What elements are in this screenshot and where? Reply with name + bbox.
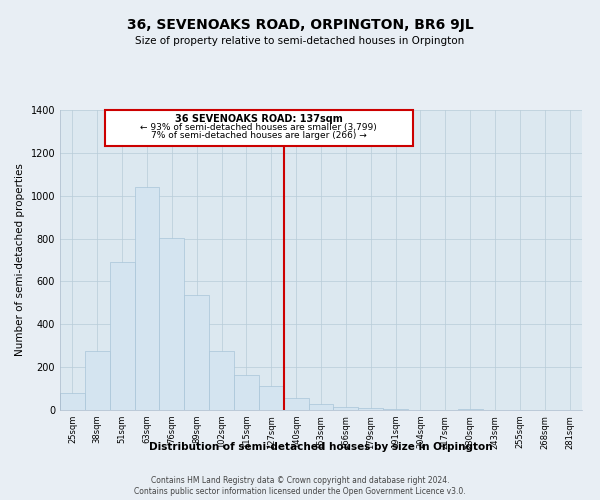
Bar (358, 408, 383, 410)
Bar (184, 296, 209, 410)
Bar (383, 409, 408, 410)
Text: 36, SEVENOAKS ROAD, ORPINGTON, BR6 9JL: 36, SEVENOAKS ROAD, ORPINGTON, BR6 9JL (127, 18, 473, 32)
Bar (458, 409, 482, 410)
Bar (284, 398, 308, 410)
Text: Contains public sector information licensed under the Open Government Licence v3: Contains public sector information licen… (134, 487, 466, 496)
Bar (134, 187, 160, 410)
Text: ← 93% of semi-detached houses are smaller (3,799): ← 93% of semi-detached houses are smalle… (140, 123, 377, 132)
Bar (334, 407, 358, 410)
Bar (234, 374, 259, 410)
Y-axis label: Number of semi-detached properties: Number of semi-detached properties (15, 164, 25, 356)
Bar (110, 262, 134, 410)
Bar (60, 393, 85, 410)
Bar (209, 351, 234, 410)
Bar (308, 404, 334, 410)
Bar (259, 386, 284, 410)
Bar (160, 238, 184, 410)
Bar (85, 351, 110, 410)
FancyBboxPatch shape (105, 110, 413, 146)
Text: 7% of semi-detached houses are larger (266) →: 7% of semi-detached houses are larger (2… (151, 131, 367, 140)
Text: Distribution of semi-detached houses by size in Orpington: Distribution of semi-detached houses by … (149, 442, 493, 452)
Text: Size of property relative to semi-detached houses in Orpington: Size of property relative to semi-detach… (136, 36, 464, 46)
Text: 36 SEVENOAKS ROAD: 137sqm: 36 SEVENOAKS ROAD: 137sqm (175, 114, 343, 124)
Text: Contains HM Land Registry data © Crown copyright and database right 2024.: Contains HM Land Registry data © Crown c… (151, 476, 449, 485)
